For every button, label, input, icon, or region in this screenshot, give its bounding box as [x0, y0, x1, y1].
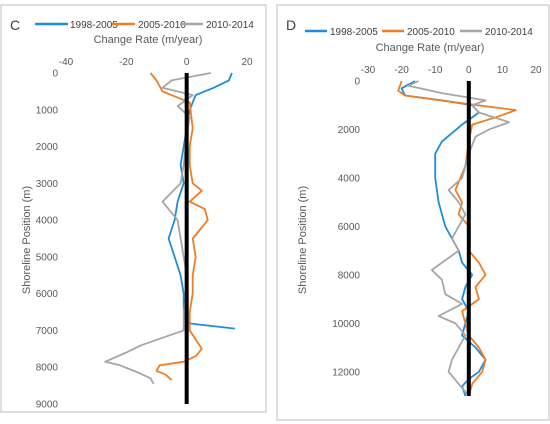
panel-d-plot-area: -30 -20 -10 0 10 20 0 2000 4000 6000 8000 10000 1200…	[332, 65, 542, 397]
panel-c-x-tick-label: 0	[184, 57, 190, 68]
panel-c-series-1-line	[167, 72, 236, 330]
panel-d-x-axis-title: Change Rate (m/year)	[376, 42, 485, 54]
panel-c-y-tick-label: 3000	[36, 179, 59, 190]
panel-c-y-tick-label: 0	[52, 69, 58, 80]
panel-d-y-tick-label: 8000	[338, 270, 361, 281]
panel-c-y-tick-label: 4000	[36, 216, 59, 227]
panel-d: D 1998-2005 2005-2010 2010-2014 Change R…	[276, 4, 550, 421]
panel-c-y-tick-label: 6000	[36, 289, 59, 300]
panel-d-y-tick-label: 0	[354, 77, 360, 88]
panel-c-frame	[0, 4, 267, 413]
panel-c-plot-area: -40 -20 0 20 0 1000 2000 3000 4000 5000 6000 7000 80…	[36, 57, 253, 411]
panel-d-series-3-line	[407, 80, 511, 397]
panel-c-y-tick-label: 2000	[36, 142, 59, 153]
panel-c-letter: C	[10, 17, 20, 33]
panel-d-y-tick-label: 12000	[332, 367, 360, 378]
panel-d-x-tick-label: 10	[497, 65, 509, 76]
legend-c-1-label: 1998-2005	[70, 20, 118, 31]
panel-d-y-tick-label: 2000	[338, 125, 361, 136]
panel-c-y-tick-label: 9000	[36, 400, 59, 411]
panel-c-x-tick-label: -40	[59, 57, 74, 68]
panel-c: C 1998-2005 2005-2010 2010-2014 Change R…	[0, 4, 267, 413]
panel-d-frame	[276, 4, 550, 421]
panel-d-x-tick-label: -10	[428, 65, 443, 76]
panel-d-x-tick-label: 20	[530, 65, 542, 76]
panel-d-y-tick-label: 10000	[332, 319, 360, 330]
legend-d-2-label: 2005-2010	[407, 27, 455, 38]
panel-d-x-tick-label: -20	[394, 65, 409, 76]
panel-c-y-axis-title: Shoreline Position (m)	[21, 186, 33, 294]
panel-c-y-tick-label: 5000	[36, 252, 59, 263]
panel-c-legend: 1998-2005 2005-2010 2010-2014	[35, 20, 254, 31]
panel-c-x-axis-title: Change Rate (m/year)	[94, 34, 203, 46]
panel-d-y-tick-label: 4000	[338, 173, 361, 184]
panel-d-legend: 1998-2005 2005-2010 2010-2014	[305, 27, 533, 38]
panel-c-y-tick-label: 7000	[36, 326, 59, 337]
panel-c-y-tick-label: 8000	[36, 363, 59, 374]
panel-c-y-tick-label: 1000	[36, 105, 59, 116]
legend-d-3-label: 2010-2014	[485, 27, 533, 38]
panel-c-series-3-line	[104, 72, 211, 385]
panel-c-x-tick-label: -20	[119, 57, 134, 68]
panel-d-y-tick-label: 6000	[338, 222, 361, 233]
panel-d-x-tick-label: -30	[361, 65, 376, 76]
panel-d-letter: D	[286, 17, 296, 33]
legend-d-1-label: 1998-2005	[330, 27, 378, 38]
panel-c-x-tick-label: 20	[241, 57, 253, 68]
panel-d-x-tick-label: 0	[466, 65, 472, 76]
legend-c-3-label: 2010-2014	[206, 20, 254, 31]
panel-d-y-axis-title: Shoreline Position (m)	[297, 186, 309, 294]
legend-c-2-label: 2005-2010	[138, 20, 186, 31]
